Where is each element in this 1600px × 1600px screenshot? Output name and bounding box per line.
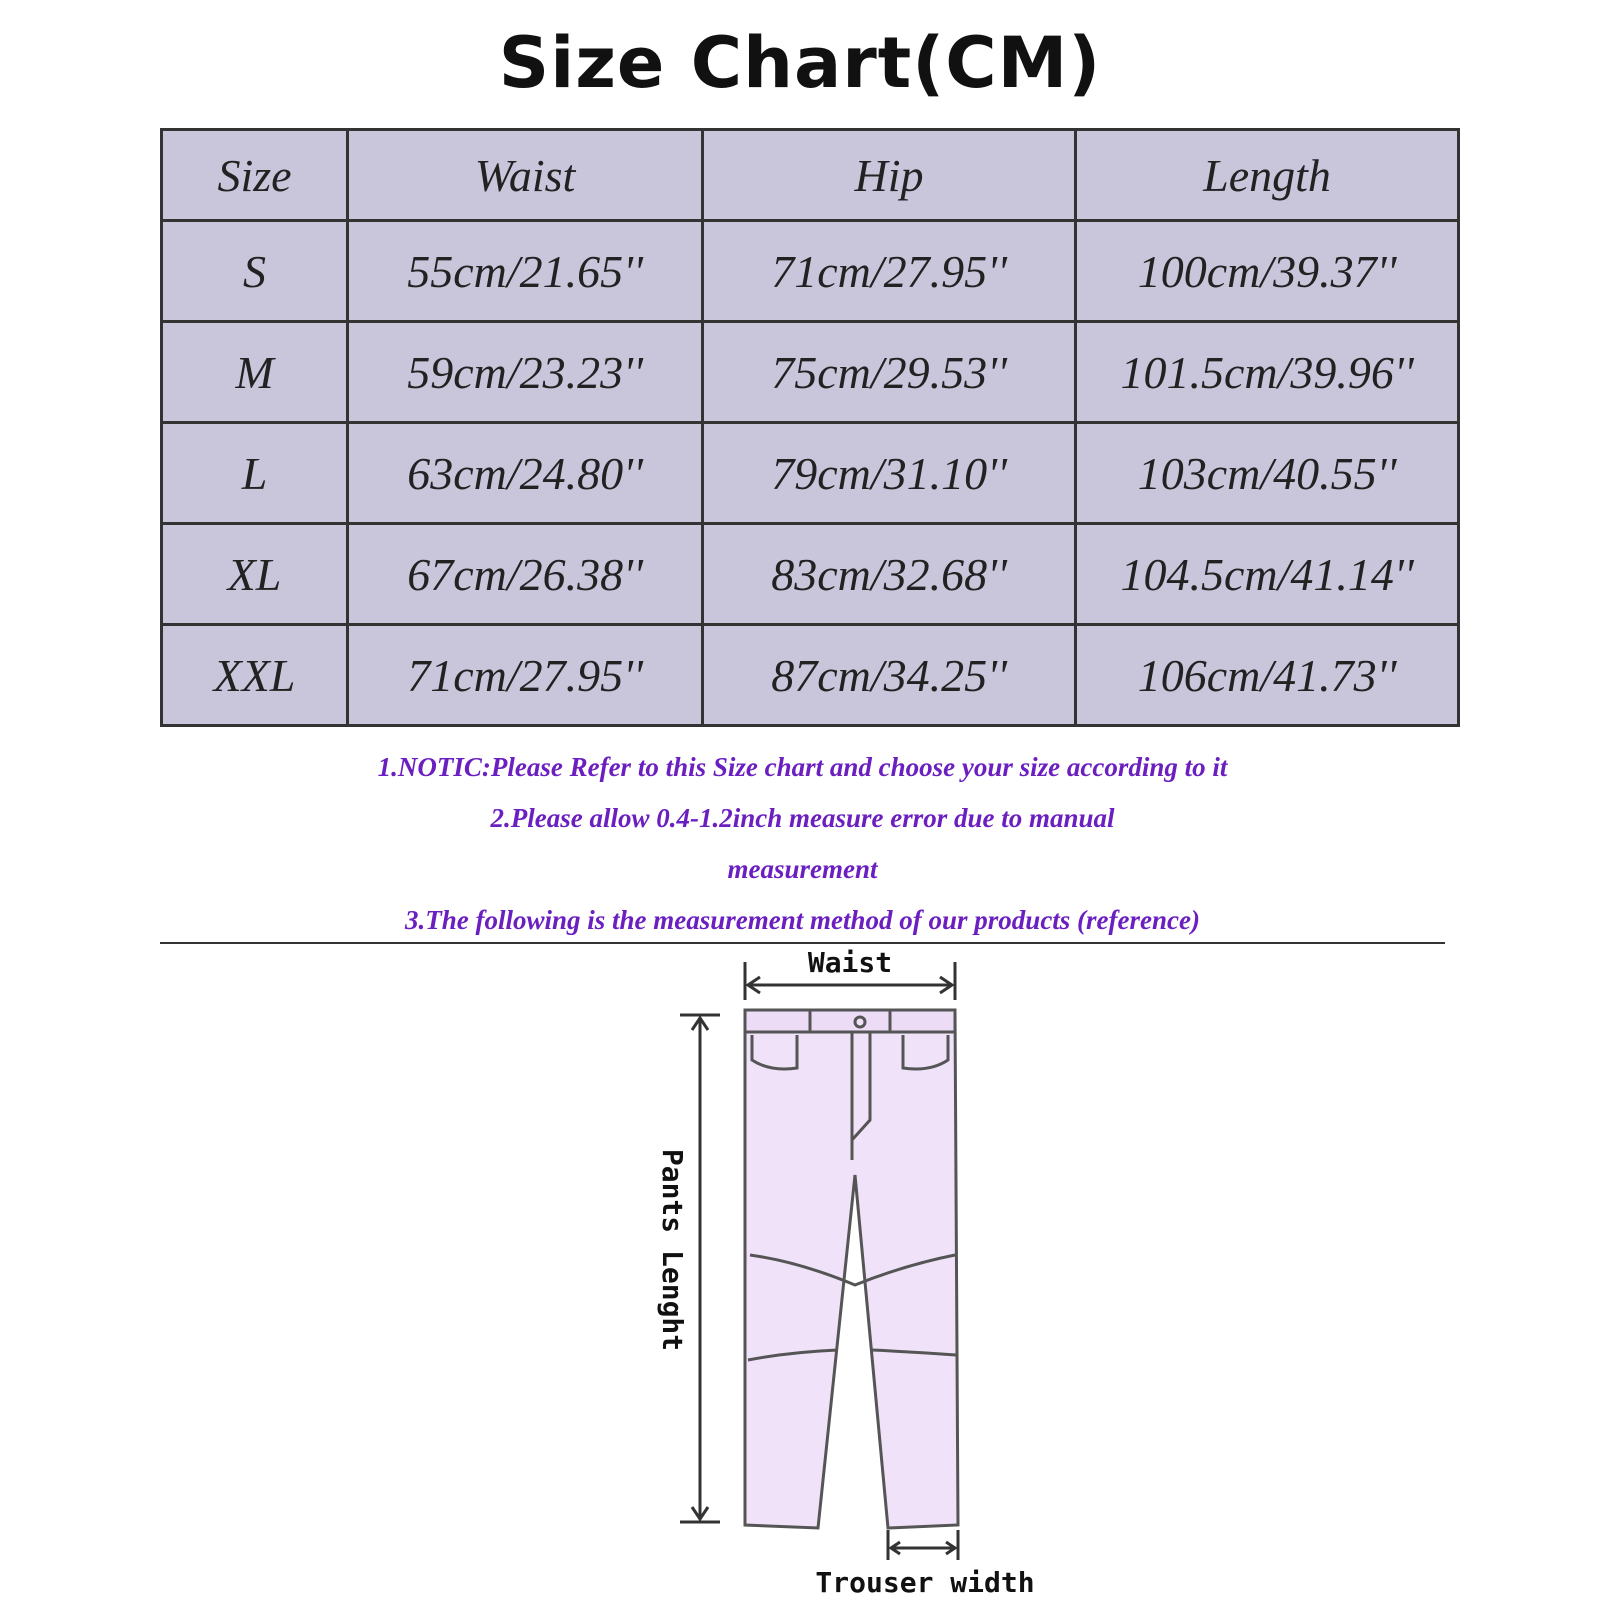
table-cell: 106cm/41.73'': [1074, 623, 1460, 727]
table-cell: 103cm/40.55'': [1074, 421, 1460, 525]
table-cell: 59cm/23.23'': [346, 320, 704, 424]
table-cell: 101.5cm/39.96'': [1074, 320, 1460, 424]
header-row: Size Waist Hip Length: [160, 128, 1460, 222]
header-cell: Size: [160, 128, 349, 222]
table-cell: XL: [160, 522, 349, 626]
table-cell: 63cm/24.80'': [346, 421, 704, 525]
table-row: L 63cm/24.80'' 79cm/31.10'' 103cm/40.55'': [160, 421, 1460, 525]
header-cell: Waist: [346, 128, 704, 222]
table-cell: 104.5cm/41.14'': [1074, 522, 1460, 626]
waist-label: Waist: [808, 946, 892, 979]
table-cell: S: [160, 219, 349, 323]
table-cell: 87cm/34.25'': [701, 623, 1077, 727]
size-table: Size Waist Hip Length S 55cm/21.65'' 71cm/27.9…: [160, 128, 1460, 727]
note: 1.NOTIC:Please Refer to this Size chart …: [377, 752, 1228, 782]
arrows: [680, 962, 960, 1560]
header-cell: Length: [1074, 128, 1460, 222]
title: Size Chart(CM): [498, 22, 1102, 104]
table-cell: 79cm/31.10'': [701, 421, 1077, 525]
table-cell: 67cm/26.38'': [346, 522, 704, 626]
table-cell: 75cm/29.53'': [701, 320, 1077, 424]
table-cell: 71cm/27.95'': [346, 623, 704, 727]
divider: [160, 942, 1445, 944]
table-cell: 83cm/32.68'': [701, 522, 1077, 626]
width-label: Trouser width: [815, 1566, 1034, 1599]
table-cell: XXL: [160, 623, 349, 727]
note: 2.Please allow 0.4-1.2inch measure error…: [490, 803, 1115, 833]
table-row: M 59cm/23.23'' 75cm/29.53'' 101.5cm/39.96'': [160, 320, 1460, 424]
pants: [743, 1008, 960, 1530]
note: 3.The following is the measurement metho…: [405, 905, 1200, 935]
table-cell: L: [160, 421, 349, 525]
table-cell: 71cm/27.95'': [701, 219, 1077, 323]
table-cell: 100cm/39.37'': [1074, 219, 1460, 323]
notes: 1.NOTIC:Please Refer to this Size chart …: [160, 742, 1445, 946]
table-row: S 55cm/21.65'' 71cm/27.95'' 100cm/39.37'': [160, 219, 1460, 323]
length-label: Pants Lenght: [656, 1149, 689, 1351]
table-row: XXL 71cm/27.95'' 87cm/34.25'' 106cm/41.73'': [160, 623, 1460, 727]
header-cell: Hip: [701, 128, 1077, 222]
table-row: XL 67cm/26.38'' 83cm/32.68'' 104.5cm/41.14'…: [160, 522, 1460, 626]
table-cell: M: [160, 320, 349, 424]
table-cell: 55cm/21.65'': [346, 219, 704, 323]
note: measurement: [727, 854, 878, 884]
